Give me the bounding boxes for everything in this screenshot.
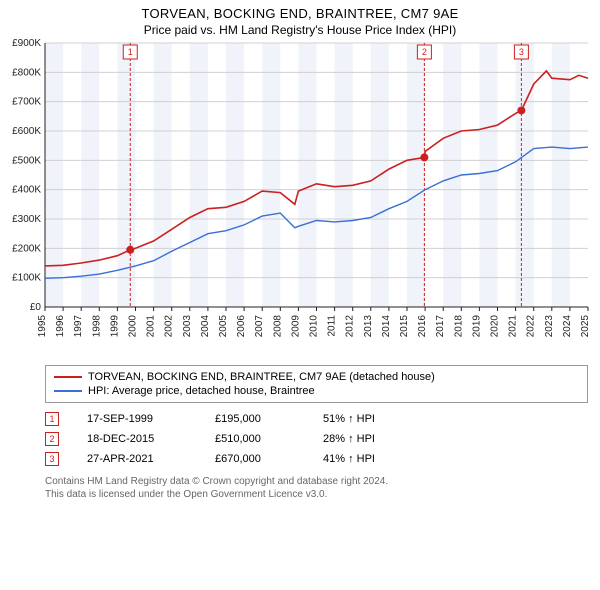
chart-subtitle: Price paid vs. HM Land Registry's House … <box>0 23 600 37</box>
svg-text:2009: 2009 <box>290 315 301 338</box>
transaction-pct: 41% ↑ HPI <box>323 453 413 465</box>
svg-text:2002: 2002 <box>164 315 175 338</box>
svg-text:2008: 2008 <box>272 315 283 338</box>
svg-text:2017: 2017 <box>435 315 446 338</box>
transaction-row: 2 18-DEC-2015 £510,000 28% ↑ HPI <box>45 429 588 449</box>
svg-text:2016: 2016 <box>417 315 428 338</box>
svg-text:2001: 2001 <box>146 315 157 338</box>
svg-text:2021: 2021 <box>508 315 519 338</box>
svg-text:2019: 2019 <box>471 315 482 338</box>
svg-text:2022: 2022 <box>526 315 537 338</box>
svg-text:3: 3 <box>519 47 524 57</box>
legend-row: HPI: Average price, detached house, Brai… <box>54 384 579 398</box>
footer-line-2: This data is licensed under the Open Gov… <box>45 488 588 501</box>
svg-text:2000: 2000 <box>128 315 139 338</box>
transaction-date: 17-SEP-1999 <box>87 413 187 425</box>
transaction-marker: 3 <box>45 452 59 466</box>
legend-swatch <box>54 376 82 378</box>
legend-label: HPI: Average price, detached house, Brai… <box>88 385 315 397</box>
svg-text:2004: 2004 <box>200 315 211 338</box>
svg-text:£300K: £300K <box>12 214 41 225</box>
svg-text:£800K: £800K <box>12 67 41 78</box>
line-chart: £0 £100K £200K £300K £400K £500K £600K £700K £80… <box>0 37 600 357</box>
transaction-row: 3 27-APR-2021 £670,000 41% ↑ HPI <box>45 449 588 469</box>
transaction-pct: 28% ↑ HPI <box>323 433 413 445</box>
svg-text:2012: 2012 <box>345 315 356 338</box>
transaction-date: 18-DEC-2015 <box>87 433 187 445</box>
svg-text:£600K: £600K <box>12 126 41 137</box>
transaction-price: £510,000 <box>215 433 295 445</box>
transaction-price: £670,000 <box>215 453 295 465</box>
svg-text:2024: 2024 <box>562 315 573 338</box>
legend-swatch <box>54 390 82 392</box>
legend-label: TORVEAN, BOCKING END, BRAINTREE, CM7 9AE… <box>88 371 435 383</box>
legend: TORVEAN, BOCKING END, BRAINTREE, CM7 9AE… <box>45 365 588 403</box>
transaction-pct: 51% ↑ HPI <box>323 413 413 425</box>
svg-text:£500K: £500K <box>12 155 41 166</box>
chart-titles: TORVEAN, BOCKING END, BRAINTREE, CM7 9AE… <box>0 0 600 37</box>
svg-text:2018: 2018 <box>453 315 464 338</box>
svg-text:2006: 2006 <box>236 315 247 338</box>
footer-attribution: Contains HM Land Registry data © Crown c… <box>45 475 588 501</box>
transaction-row: 1 17-SEP-1999 £195,000 51% ↑ HPI <box>45 409 588 429</box>
chart-area: £0 £100K £200K £300K £400K £500K £600K £700K £80… <box>0 37 600 357</box>
svg-text:2015: 2015 <box>399 315 410 338</box>
legend-row: TORVEAN, BOCKING END, BRAINTREE, CM7 9AE… <box>54 370 579 384</box>
svg-text:2005: 2005 <box>218 315 229 338</box>
transaction-date: 27-APR-2021 <box>87 453 187 465</box>
transactions-table: 1 17-SEP-1999 £195,000 51% ↑ HPI 2 18-DEC-201… <box>45 409 588 469</box>
svg-text:£900K: £900K <box>12 38 41 49</box>
svg-text:2025: 2025 <box>580 315 591 338</box>
svg-text:1996: 1996 <box>55 315 66 338</box>
svg-text:2011: 2011 <box>327 315 338 337</box>
svg-text:2010: 2010 <box>309 315 320 338</box>
svg-text:£400K: £400K <box>12 185 41 196</box>
svg-text:1998: 1998 <box>91 315 102 338</box>
svg-text:1999: 1999 <box>109 315 120 338</box>
footer-line-1: Contains HM Land Registry data © Crown c… <box>45 475 588 488</box>
svg-text:2003: 2003 <box>182 315 193 338</box>
svg-text:£0: £0 <box>30 302 42 313</box>
svg-text:1: 1 <box>128 47 133 57</box>
transaction-marker: 2 <box>45 432 59 446</box>
transaction-marker: 1 <box>45 412 59 426</box>
svg-text:2023: 2023 <box>544 315 555 338</box>
svg-text:2014: 2014 <box>381 315 392 338</box>
svg-text:£200K: £200K <box>12 243 41 254</box>
svg-text:2013: 2013 <box>363 315 374 338</box>
svg-text:2020: 2020 <box>490 315 501 338</box>
chart-title: TORVEAN, BOCKING END, BRAINTREE, CM7 9AE <box>0 6 600 21</box>
svg-text:2007: 2007 <box>254 315 265 338</box>
svg-text:1997: 1997 <box>73 315 84 338</box>
svg-text:1995: 1995 <box>37 315 48 338</box>
svg-text:£700K: £700K <box>12 97 41 108</box>
transaction-price: £195,000 <box>215 413 295 425</box>
svg-text:2: 2 <box>422 47 427 57</box>
svg-text:£100K: £100K <box>12 273 41 284</box>
